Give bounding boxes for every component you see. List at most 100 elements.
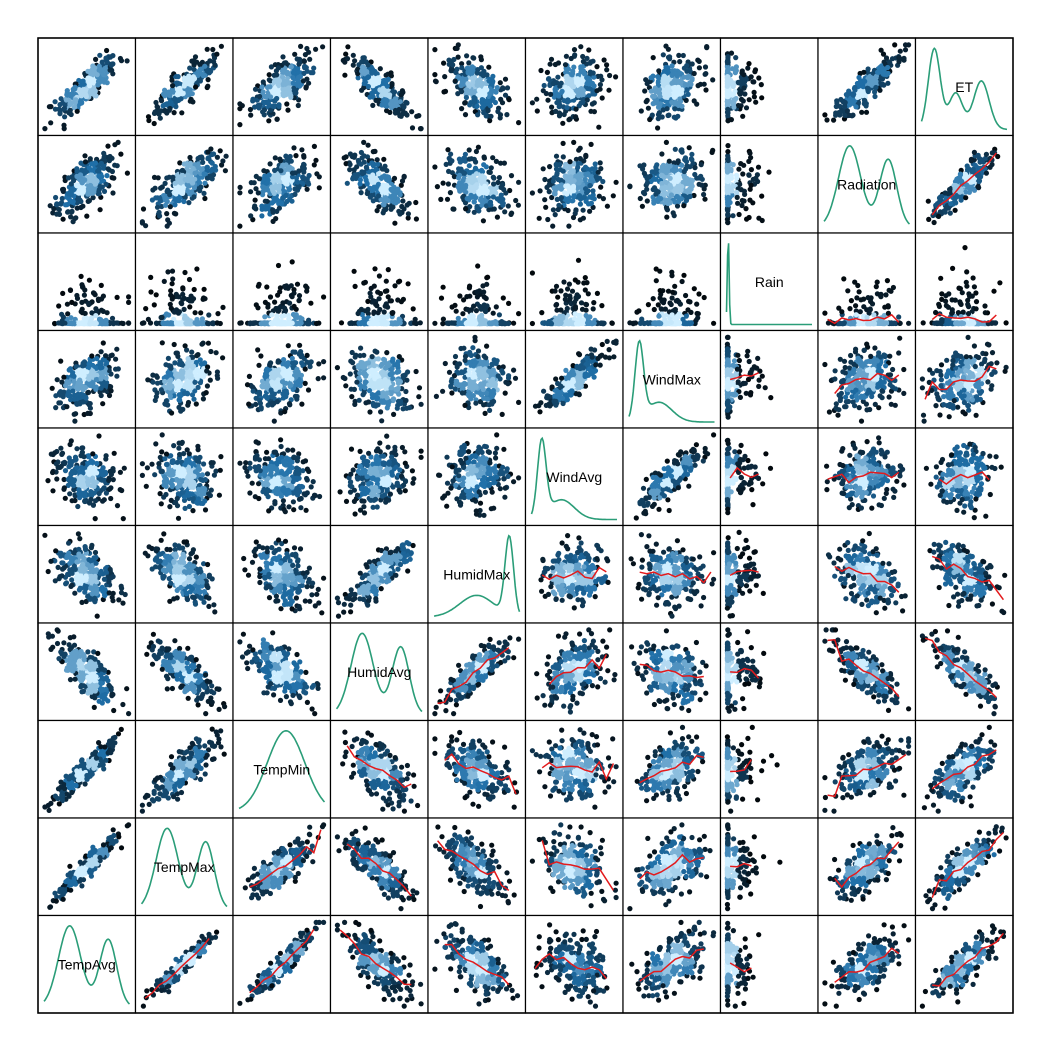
point <box>180 555 186 561</box>
point <box>214 929 220 935</box>
point <box>92 688 98 694</box>
point <box>154 204 161 210</box>
point <box>311 143 317 149</box>
point <box>163 451 170 457</box>
point <box>69 789 75 796</box>
point <box>93 861 99 867</box>
point <box>177 656 183 662</box>
point <box>211 690 217 696</box>
point <box>61 486 67 492</box>
point <box>157 491 163 497</box>
point <box>89 77 95 83</box>
point <box>204 46 210 52</box>
point <box>170 765 176 771</box>
point <box>90 502 96 508</box>
panel-TempMax-vs-HumidAvg <box>134 622 234 722</box>
point <box>192 601 199 607</box>
point <box>93 93 99 99</box>
point <box>80 203 86 209</box>
point <box>190 495 196 501</box>
point <box>202 296 208 302</box>
point <box>260 89 266 95</box>
point <box>85 562 91 568</box>
point <box>170 174 176 180</box>
point <box>160 646 166 652</box>
point <box>82 491 88 498</box>
point <box>92 181 98 187</box>
point <box>67 101 73 108</box>
point <box>190 363 196 369</box>
point <box>206 603 212 610</box>
point <box>139 472 145 478</box>
point <box>73 97 79 103</box>
point <box>184 459 190 465</box>
point <box>191 473 197 479</box>
point <box>220 304 226 310</box>
point <box>191 185 197 191</box>
point <box>46 807 52 814</box>
point <box>104 47 110 54</box>
point <box>166 662 172 668</box>
point <box>152 557 158 563</box>
point <box>111 450 117 456</box>
point <box>62 202 69 208</box>
point <box>107 566 113 572</box>
point <box>69 577 75 583</box>
point <box>313 46 319 52</box>
point <box>178 300 184 306</box>
point <box>176 86 182 92</box>
point <box>83 577 89 583</box>
point <box>70 199 76 205</box>
point <box>205 83 211 89</box>
point <box>100 67 106 73</box>
point <box>80 78 86 84</box>
point <box>62 651 68 657</box>
point <box>205 561 211 568</box>
point <box>172 638 178 644</box>
point <box>157 454 163 460</box>
point <box>139 461 145 467</box>
point <box>67 287 73 293</box>
point <box>182 390 188 396</box>
point <box>203 762 209 768</box>
point <box>148 289 154 295</box>
point <box>192 310 198 316</box>
point <box>155 175 161 181</box>
point <box>65 392 71 398</box>
point <box>159 987 165 994</box>
point <box>86 763 92 769</box>
point <box>174 595 180 601</box>
point <box>169 268 176 274</box>
point <box>67 366 73 372</box>
point <box>145 114 152 120</box>
point <box>187 374 193 380</box>
point <box>165 647 171 653</box>
point <box>189 349 195 355</box>
point <box>190 165 196 172</box>
point <box>111 707 117 714</box>
point <box>48 120 54 126</box>
point <box>182 343 188 349</box>
point <box>104 173 110 179</box>
point <box>108 687 114 693</box>
point <box>162 108 168 114</box>
point <box>63 581 69 587</box>
point <box>120 516 126 522</box>
point <box>181 198 187 205</box>
point <box>71 875 77 881</box>
point <box>76 77 82 84</box>
point <box>181 306 187 312</box>
point <box>116 834 122 840</box>
point <box>152 472 158 478</box>
point <box>174 495 180 502</box>
point <box>57 392 63 398</box>
point <box>93 386 99 392</box>
point <box>94 613 100 619</box>
point <box>280 54 286 60</box>
point <box>85 300 92 306</box>
point <box>169 685 175 692</box>
point <box>88 545 94 551</box>
point <box>89 596 96 602</box>
point <box>202 195 208 202</box>
point <box>55 786 62 792</box>
